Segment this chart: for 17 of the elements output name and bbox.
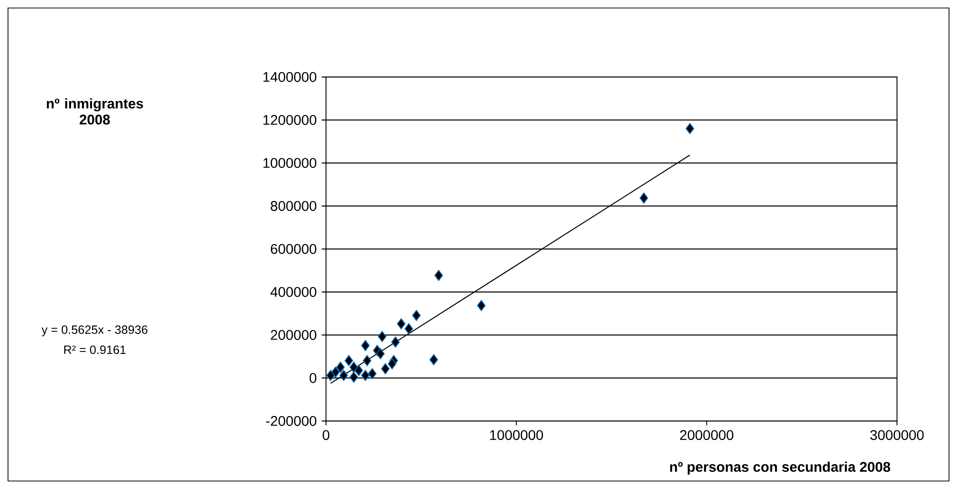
x-tick-label: 0 — [322, 430, 330, 440]
x-tick-label: 3000000 — [870, 430, 924, 440]
x-axis-title: nº personas con secundaria 2008 — [670, 462, 890, 475]
y-tick-label: -200000 — [266, 416, 316, 426]
y-tick-label: 1400000 — [263, 72, 316, 82]
text: nº inmigrantes 2008 — [46, 98, 144, 125]
text: R² = 0.9161 — [64, 346, 126, 354]
text: y = 0.5625x - 38936 — [42, 325, 148, 336]
y-tick-label: 800000 — [270, 201, 316, 211]
y-tick-label: 1000000 — [263, 158, 316, 168]
x-tick-label: 1000000 — [490, 430, 544, 440]
x-tick-label: 2000000 — [680, 430, 734, 440]
y-tick-label: 400000 — [270, 287, 316, 297]
y-tick-label: 0 — [310, 373, 316, 383]
y-tick-label: 1200000 — [263, 115, 316, 125]
y-tick-label: 200000 — [270, 330, 316, 340]
y-tick-label: 600000 — [270, 244, 316, 254]
